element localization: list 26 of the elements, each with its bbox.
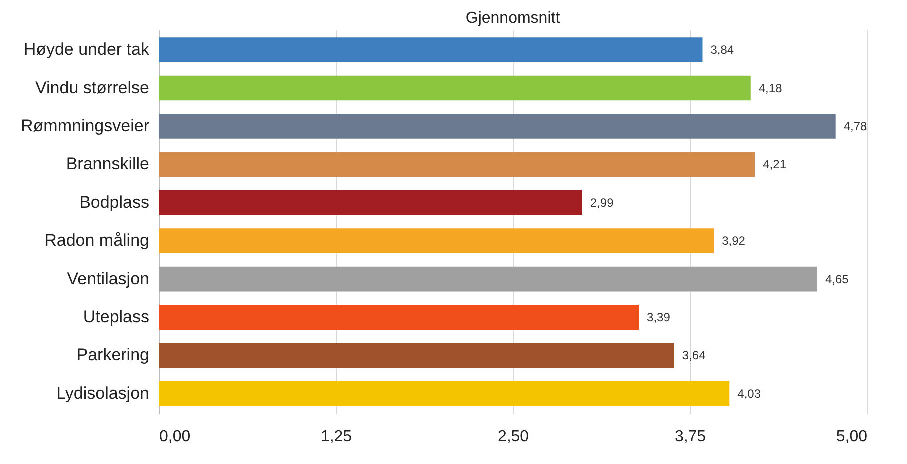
- y-tick-label: Parkering: [76, 346, 150, 365]
- y-tick-label: Uteplass: [83, 308, 150, 327]
- y-tick-label: Ventilasjon: [67, 269, 150, 288]
- data-label: 3,64: [682, 348, 706, 363]
- data-label: 3,84: [710, 43, 734, 58]
- data-label: 4,65: [825, 272, 850, 286]
- chart-title: Gjennomsnitt: [466, 10, 561, 27]
- y-tick-label: Lydisolasjon: [56, 384, 150, 403]
- y-tick-label: Høyde under tak: [24, 40, 150, 60]
- y-tick-label: Rømmningsveier: [21, 116, 150, 136]
- data-label: 4,78: [844, 119, 868, 134]
- y-tick-label: Brannskille: [66, 154, 150, 174]
- data-label: 3,39: [647, 310, 671, 325]
- data-label: 4,18: [758, 81, 783, 96]
- x-tick-label: 2,50: [498, 428, 530, 446]
- y-tick-label: Radon måling: [44, 231, 150, 250]
- data-label: 4,21: [763, 158, 787, 172]
- x-tick-label: 1,25: [320, 428, 352, 446]
- data-label: 4,03: [738, 386, 762, 401]
- x-tick-label: 0,00: [160, 428, 191, 446]
- x-tick-label: 3,75: [674, 428, 706, 446]
- x-tick-label: 5,00: [836, 428, 868, 446]
- y-tick-label: Vindu størrelse: [35, 78, 150, 98]
- data-label: 2,99: [590, 196, 614, 210]
- data-label: 3,92: [722, 234, 746, 248]
- y-tick-label: Bodplass: [80, 192, 150, 212]
